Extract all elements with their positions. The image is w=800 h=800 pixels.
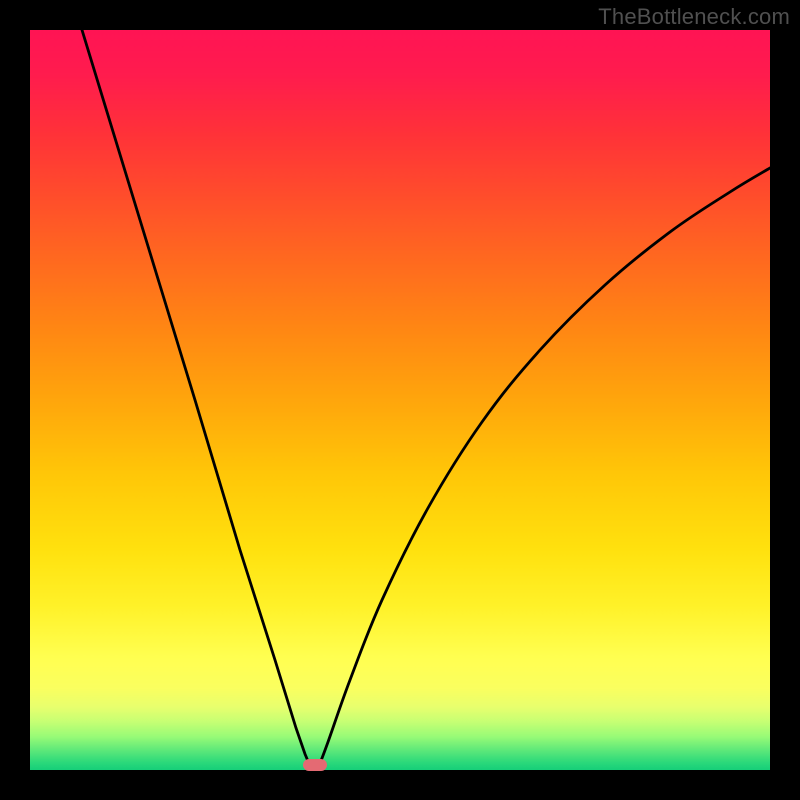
- watermark-text: TheBottleneck.com: [598, 4, 790, 30]
- bottleneck-curve-right: [319, 168, 770, 766]
- bottleneck-curve-left: [82, 30, 310, 766]
- plot-area: [30, 30, 770, 770]
- minimum-marker: [303, 759, 327, 771]
- curve-layer: [30, 30, 770, 770]
